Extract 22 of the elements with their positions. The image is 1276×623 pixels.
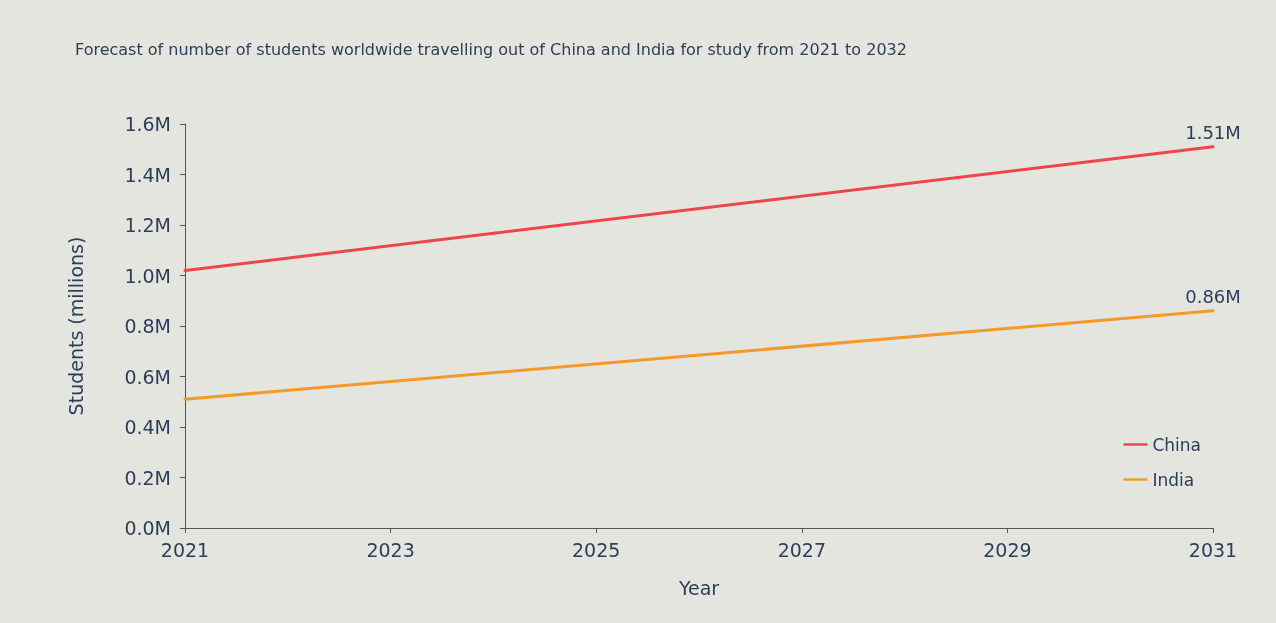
- y-tick-label: 1.0M: [124, 264, 171, 287]
- y-tick-label: 0.8M: [124, 315, 171, 337]
- y-tick-label: 1.2M: [124, 214, 171, 236]
- x-tick-label: 2021: [160, 538, 210, 561]
- x-tick-label: 2025: [572, 538, 621, 561]
- y-tick-label: 0.2M: [124, 466, 171, 489]
- y-tick-label: 1.6M: [124, 113, 171, 135]
- x-tick-label: 2023: [366, 538, 415, 561]
- y-tick-label: 0.6M: [124, 365, 171, 388]
- chart-title: Forecast of number of students worldwide travelling out of China and India for study from 2021 to 2032: [75, 39, 907, 59]
- x-tick-label: 2029: [983, 538, 1032, 561]
- y-axis-title: Students (millions): [64, 236, 87, 416]
- y-tick-label: 0.4M: [124, 416, 171, 438]
- data-label: 0.86M: [1185, 286, 1241, 308]
- x-tick-label: 2027: [777, 538, 826, 561]
- legend-label: China: [1152, 434, 1201, 455]
- y-tick-label: 1.4M: [124, 163, 171, 186]
- y-tick-label: 0.0M: [124, 517, 171, 539]
- data-label: 1.51M: [1185, 122, 1241, 144]
- legend-label: India: [1152, 469, 1195, 490]
- x-axis-title: Year: [677, 576, 720, 599]
- x-tick-label: 2031: [1188, 538, 1238, 561]
